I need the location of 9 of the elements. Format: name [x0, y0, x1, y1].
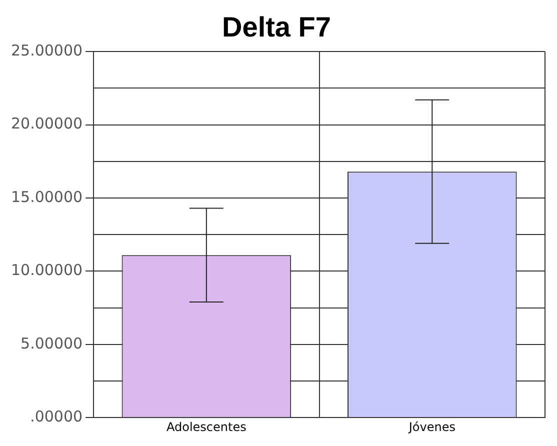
- y-tick-label: 10.00000: [10, 261, 83, 280]
- y-tick-label: .00000: [30, 407, 83, 426]
- y-tick-label: 20.00000: [10, 114, 83, 133]
- y-tick-label: 5.00000: [20, 334, 83, 352]
- y-tick-label: 25.00000: [10, 41, 83, 60]
- x-tick-label: Jóvenes: [408, 420, 456, 434]
- y-tick-label: 15.00000: [10, 188, 83, 206]
- x-tick-label: Adolescentes: [166, 420, 246, 434]
- chart-title: Delta F7: [222, 12, 331, 43]
